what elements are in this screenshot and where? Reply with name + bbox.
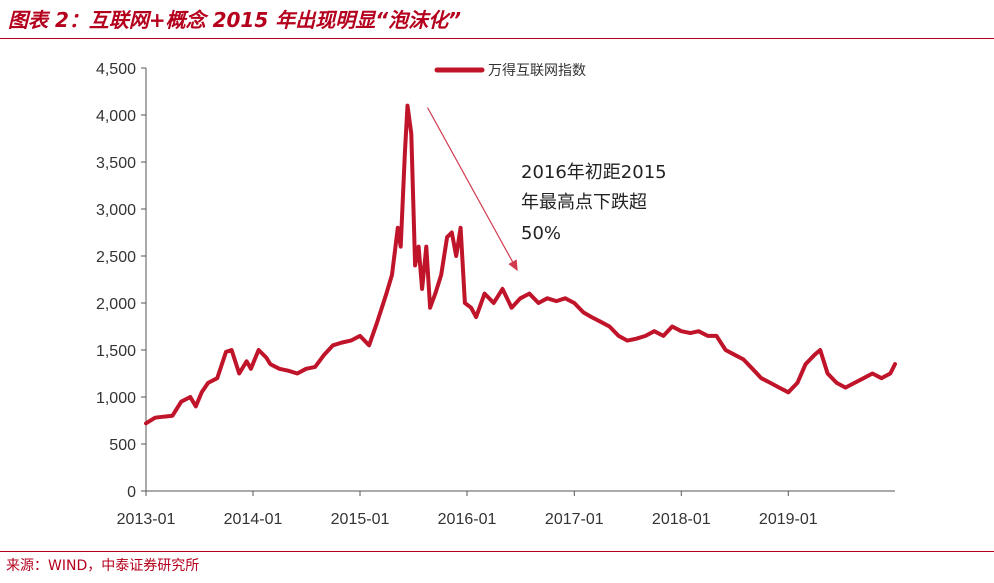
legend-label-wande-internet-index: 万得互联网指数 — [488, 62, 586, 79]
legend: 万得互联网指数 — [434, 62, 586, 79]
x-tick-label: 2019-01 — [759, 511, 818, 528]
series-line-0 — [144, 103, 897, 426]
figure-title: 图表 2：互联网+概念 2015 年出现明显“泡沫化” — [8, 8, 461, 32]
y-tick-label: 4,500 — [96, 61, 136, 78]
line-chart: 0 500 1,000 1,500 2,000 2,500 3,000 3,500 4,000 4… — [96, 61, 897, 528]
annotation-text-line-2: 年最高点下跌超 — [521, 192, 647, 213]
y-tick-label: 0 — [127, 484, 136, 501]
series-group — [144, 103, 897, 426]
y-tick-label: 500 — [109, 437, 136, 454]
y-tick-label: 2,500 — [96, 249, 136, 266]
annotation-arrow — [426, 107, 518, 272]
annotation-text-line-1: 2016年初距2015 — [521, 162, 667, 183]
x-tick-label: 2016-01 — [438, 511, 497, 528]
x-tick-label: 2014-01 — [224, 511, 283, 528]
x-tick-label: 2018-01 — [652, 511, 711, 528]
annotation: 2016年初距2015 年最高点下跌超 50% — [426, 107, 667, 272]
x-axis: 2013-01 2014-01 2015-01 2016-01 2017-01 2018-… — [117, 490, 895, 528]
y-tick-label: 3,000 — [96, 202, 136, 219]
y-tick-label: 1,000 — [96, 390, 136, 407]
y-tick-label: 1,500 — [96, 343, 136, 360]
x-tick-label: 2015-01 — [331, 511, 390, 528]
x-tick-label: 2017-01 — [545, 511, 604, 528]
y-tick-label: 2,000 — [96, 296, 136, 313]
x-tick-label: 2013-01 — [117, 511, 176, 528]
y-tick-label: 4,000 — [96, 108, 136, 125]
source-note: 来源：WIND，中泰证券研究所 — [6, 558, 200, 574]
source-divider — [0, 551, 994, 552]
title-divider — [0, 38, 994, 39]
y-axis: 0 500 1,000 1,500 2,000 2,500 3,000 3,500 4,000 4… — [96, 61, 147, 501]
annotation-text-line-3: 50% — [521, 223, 561, 244]
y-tick-label: 3,500 — [96, 155, 136, 172]
